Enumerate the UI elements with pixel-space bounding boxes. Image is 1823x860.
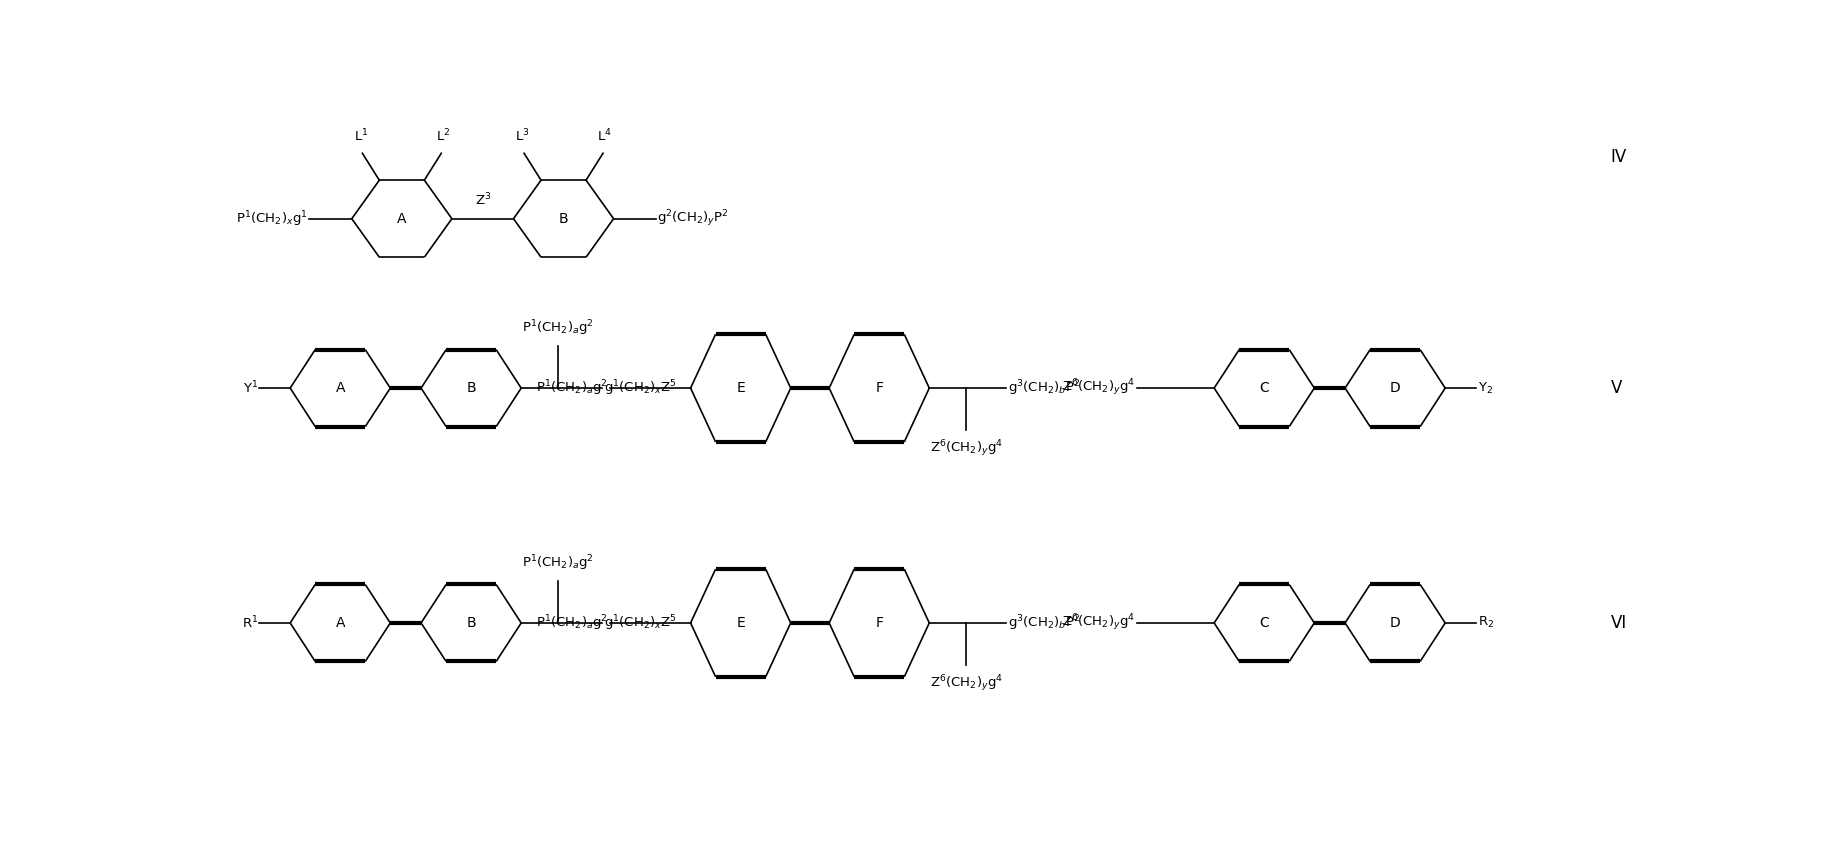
Text: R$_2$: R$_2$ — [1477, 616, 1493, 630]
Text: P$^1$(CH$_2$)$_a$g$^2$: P$^1$(CH$_2$)$_a$g$^2$ — [521, 318, 594, 338]
Text: A: A — [335, 381, 345, 395]
Text: C: C — [1260, 616, 1269, 630]
Text: E: E — [736, 616, 746, 630]
Text: IV: IV — [1612, 148, 1626, 166]
Text: V: V — [1612, 379, 1622, 397]
Text: B: B — [558, 212, 569, 225]
Text: Z$^6$(CH$_2$)$_y$g$^4$: Z$^6$(CH$_2$)$_y$g$^4$ — [1063, 378, 1136, 398]
Text: P$^1$(CH$_2$)$_a$g$^2$: P$^1$(CH$_2$)$_a$g$^2$ — [536, 378, 609, 398]
Text: F: F — [875, 381, 882, 395]
Text: L$^3$: L$^3$ — [516, 128, 530, 144]
Text: A: A — [397, 212, 407, 225]
Text: Z$^6$(CH$_2$)$_y$g$^4$: Z$^6$(CH$_2$)$_y$g$^4$ — [1063, 612, 1136, 633]
Text: Z$^3$: Z$^3$ — [474, 192, 490, 209]
Text: F: F — [875, 616, 882, 630]
Text: P$^1$(CH$_2$)$_a$g$^2$: P$^1$(CH$_2$)$_a$g$^2$ — [536, 613, 609, 633]
Text: Y$_2$: Y$_2$ — [1477, 380, 1493, 396]
Text: g$^1$(CH$_2$)$_x$Z$^5$: g$^1$(CH$_2$)$_x$Z$^5$ — [603, 378, 676, 398]
Text: g$^1$(CH$_2$)$_x$Z$^5$: g$^1$(CH$_2$)$_x$Z$^5$ — [603, 613, 676, 633]
Text: L$^1$: L$^1$ — [354, 128, 368, 144]
Text: E: E — [736, 381, 746, 395]
Text: Z$^6$(CH$_2$)$_y$g$^4$: Z$^6$(CH$_2$)$_y$g$^4$ — [930, 673, 1003, 694]
Text: VI: VI — [1612, 614, 1626, 632]
Text: Z$^6$(CH$_2$)$_y$g$^4$: Z$^6$(CH$_2$)$_y$g$^4$ — [930, 438, 1003, 458]
Text: A: A — [335, 616, 345, 630]
Text: P$^1$(CH$_2$)$_x$g$^1$: P$^1$(CH$_2$)$_x$g$^1$ — [237, 209, 308, 229]
Text: D: D — [1389, 616, 1400, 630]
Text: g$^3$(CH$_2$)$_b$P$^2$: g$^3$(CH$_2$)$_b$P$^2$ — [1008, 613, 1079, 633]
Text: L$^2$: L$^2$ — [436, 128, 450, 144]
Text: C: C — [1260, 381, 1269, 395]
Text: P$^1$(CH$_2$)$_a$g$^2$: P$^1$(CH$_2$)$_a$g$^2$ — [521, 553, 594, 573]
Text: g$^3$(CH$_2$)$_b$P$^2$: g$^3$(CH$_2$)$_b$P$^2$ — [1008, 378, 1079, 398]
Text: B: B — [467, 616, 476, 630]
Text: Y$^1$: Y$^1$ — [242, 380, 257, 396]
Text: B: B — [467, 381, 476, 395]
Text: L$^4$: L$^4$ — [598, 128, 613, 144]
Text: g$^2$(CH$_2$)$_y$P$^2$: g$^2$(CH$_2$)$_y$P$^2$ — [658, 208, 729, 229]
Text: R$^1$: R$^1$ — [241, 615, 257, 631]
Text: D: D — [1389, 381, 1400, 395]
